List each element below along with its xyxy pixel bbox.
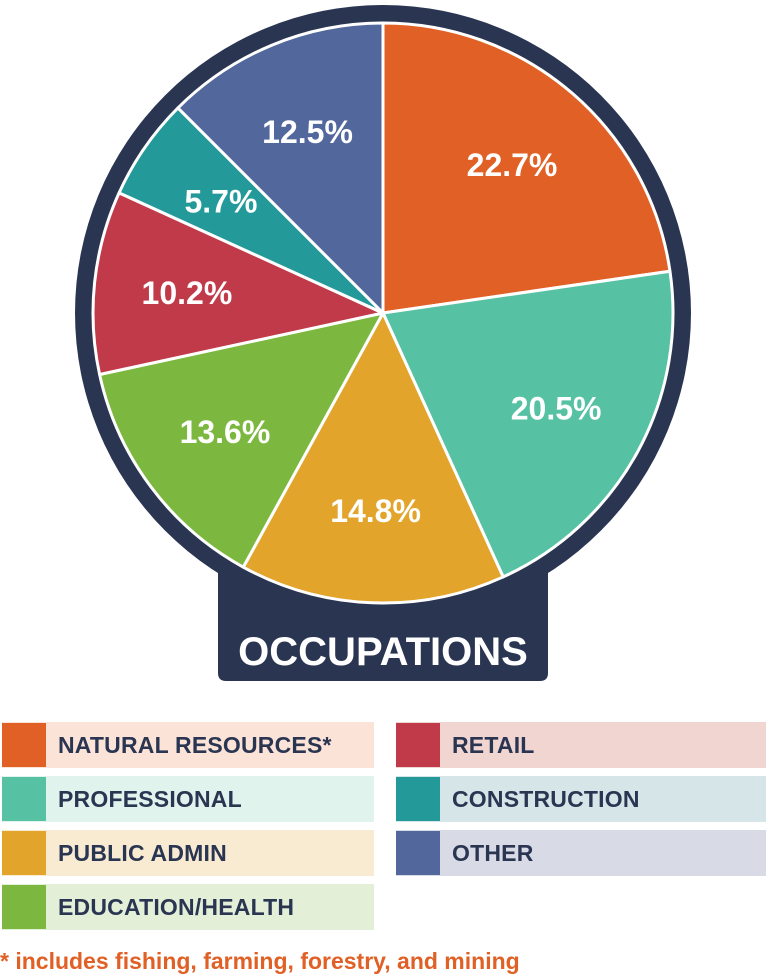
legend-label: CONSTRUCTION: [452, 785, 640, 812]
pie-slice-retail: [91, 191, 385, 376]
pie-slice-other: [176, 21, 385, 315]
pie-label-0: 22.7%: [467, 147, 558, 183]
pie-label-3: 13.6%: [180, 414, 271, 450]
legend-item: CONSTRUCTION: [396, 776, 766, 822]
legend-item: NATURAL RESOURCES*: [2, 722, 374, 768]
pie-label-2: 14.8%: [330, 493, 421, 529]
pie-slices: [91, 21, 675, 605]
pie-chart: 22.7% 20.5% 14.8% 13.6% 10.2% 5.7%12.5% OCCUP…: [75, 5, 691, 681]
pie-label-6: 12.5%: [262, 114, 353, 150]
chart-title: OCCUPATIONS: [238, 630, 528, 674]
legend-item: PUBLIC ADMIN: [2, 830, 374, 876]
legend-label: OTHER: [452, 839, 534, 866]
pie-slice-education-health: [98, 311, 385, 569]
legend-item: PROFESSIONAL: [2, 776, 374, 822]
pie-slice-public-admin: [241, 311, 505, 605]
pie-label-1: 20.5%: [511, 390, 602, 426]
legend-swatch: [2, 831, 46, 875]
legend-swatch: [2, 723, 46, 767]
legend-label: PUBLIC ADMIN: [58, 839, 227, 866]
pie-label-4: 10.2%: [142, 275, 233, 311]
legend-item: RETAIL: [396, 722, 766, 768]
pie-slice-natural-resources: [381, 21, 672, 315]
legend-label: NATURAL RESOURCES*: [58, 731, 332, 758]
legend-swatch: [396, 831, 440, 875]
legend-label: EDUCATION/HEALTH: [58, 893, 295, 920]
legend-swatch: [2, 885, 46, 929]
legend-item: OTHER: [396, 830, 766, 876]
pie-labels: 22.7% 20.5% 14.8% 13.6% 10.2% 5.7%12.5%: [142, 114, 602, 529]
legend-swatch: [2, 777, 46, 821]
legend-swatch: [396, 723, 440, 767]
pie-label-5: 5.7%: [184, 184, 257, 220]
legend-label: RETAIL: [452, 731, 535, 758]
legend-item: EDUCATION/HEALTH: [2, 884, 374, 930]
legend-swatch: [396, 777, 440, 821]
footnote: * includes fishing, farming, forestry, a…: [0, 948, 520, 974]
legend-label: PROFESSIONAL: [58, 785, 242, 812]
pie-slice-professional: [381, 269, 675, 579]
